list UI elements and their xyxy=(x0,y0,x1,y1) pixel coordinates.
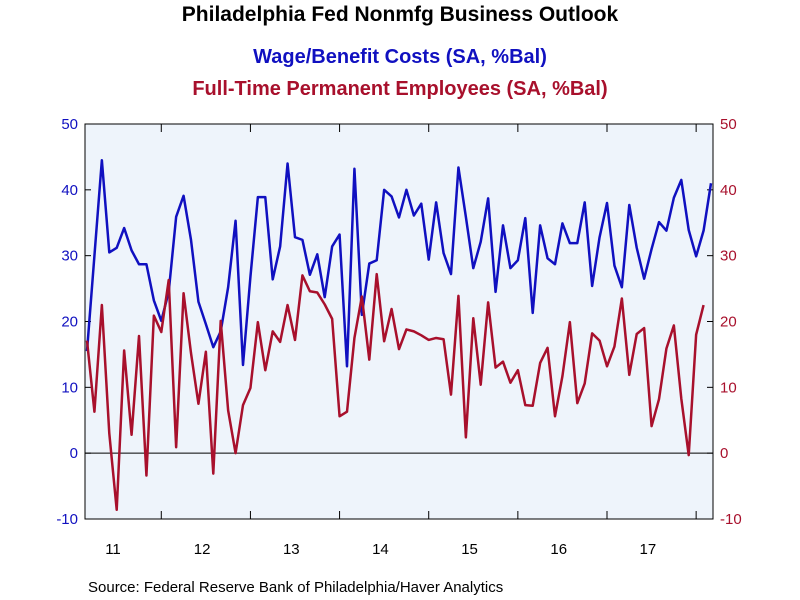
chart-title: Philadelphia Fed Nonmfg Business Outlook xyxy=(182,3,619,26)
source-note: Source: Federal Reserve Bank of Philadel… xyxy=(88,579,503,596)
y-tick-label-left: 20 xyxy=(61,314,78,331)
y-tick-label-left: -10 xyxy=(56,511,78,528)
y-tick-label-left: 40 xyxy=(61,182,78,199)
subtitle-employees: Full-Time Permanent Employees (SA, %Bal) xyxy=(192,78,607,100)
x-tick-label: 11 xyxy=(105,541,121,558)
x-tick-label: 12 xyxy=(194,541,211,558)
y-tick-label-right: 50 xyxy=(720,116,737,133)
x-axis: 11 12 13 14 15 16 17 xyxy=(105,124,697,558)
y-tick-label-left: 10 xyxy=(61,379,78,396)
x-tick-label: 15 xyxy=(461,541,478,558)
y-tick-label-left: 50 xyxy=(61,116,78,133)
y-tick-label-right: 0 xyxy=(720,445,728,462)
y-tick-label-right: 20 xyxy=(720,314,737,331)
y-tick-label-right: -10 xyxy=(720,511,742,528)
x-tick-label: 13 xyxy=(283,541,300,558)
series-line-employees xyxy=(85,272,705,512)
x-tick-label: 17 xyxy=(640,541,657,558)
y-tick-label-left: 0 xyxy=(70,445,78,462)
y-axis-left: 50 40 30 20 10 0 -10 xyxy=(56,116,91,528)
y-tick-label-left: 30 xyxy=(61,248,78,265)
subtitle-wage: Wage/Benefit Costs (SA, %Bal) xyxy=(253,46,547,68)
y-tick-label-right: 40 xyxy=(720,182,737,199)
series-line-wage xyxy=(85,158,713,368)
y-tick-label-right: 10 xyxy=(720,379,737,396)
x-tick-label: 16 xyxy=(550,541,567,558)
x-tick-label: 14 xyxy=(372,541,389,558)
y-axis-right: 50 40 30 20 10 0 -10 xyxy=(707,116,742,528)
y-tick-label-right: 30 xyxy=(720,248,737,265)
